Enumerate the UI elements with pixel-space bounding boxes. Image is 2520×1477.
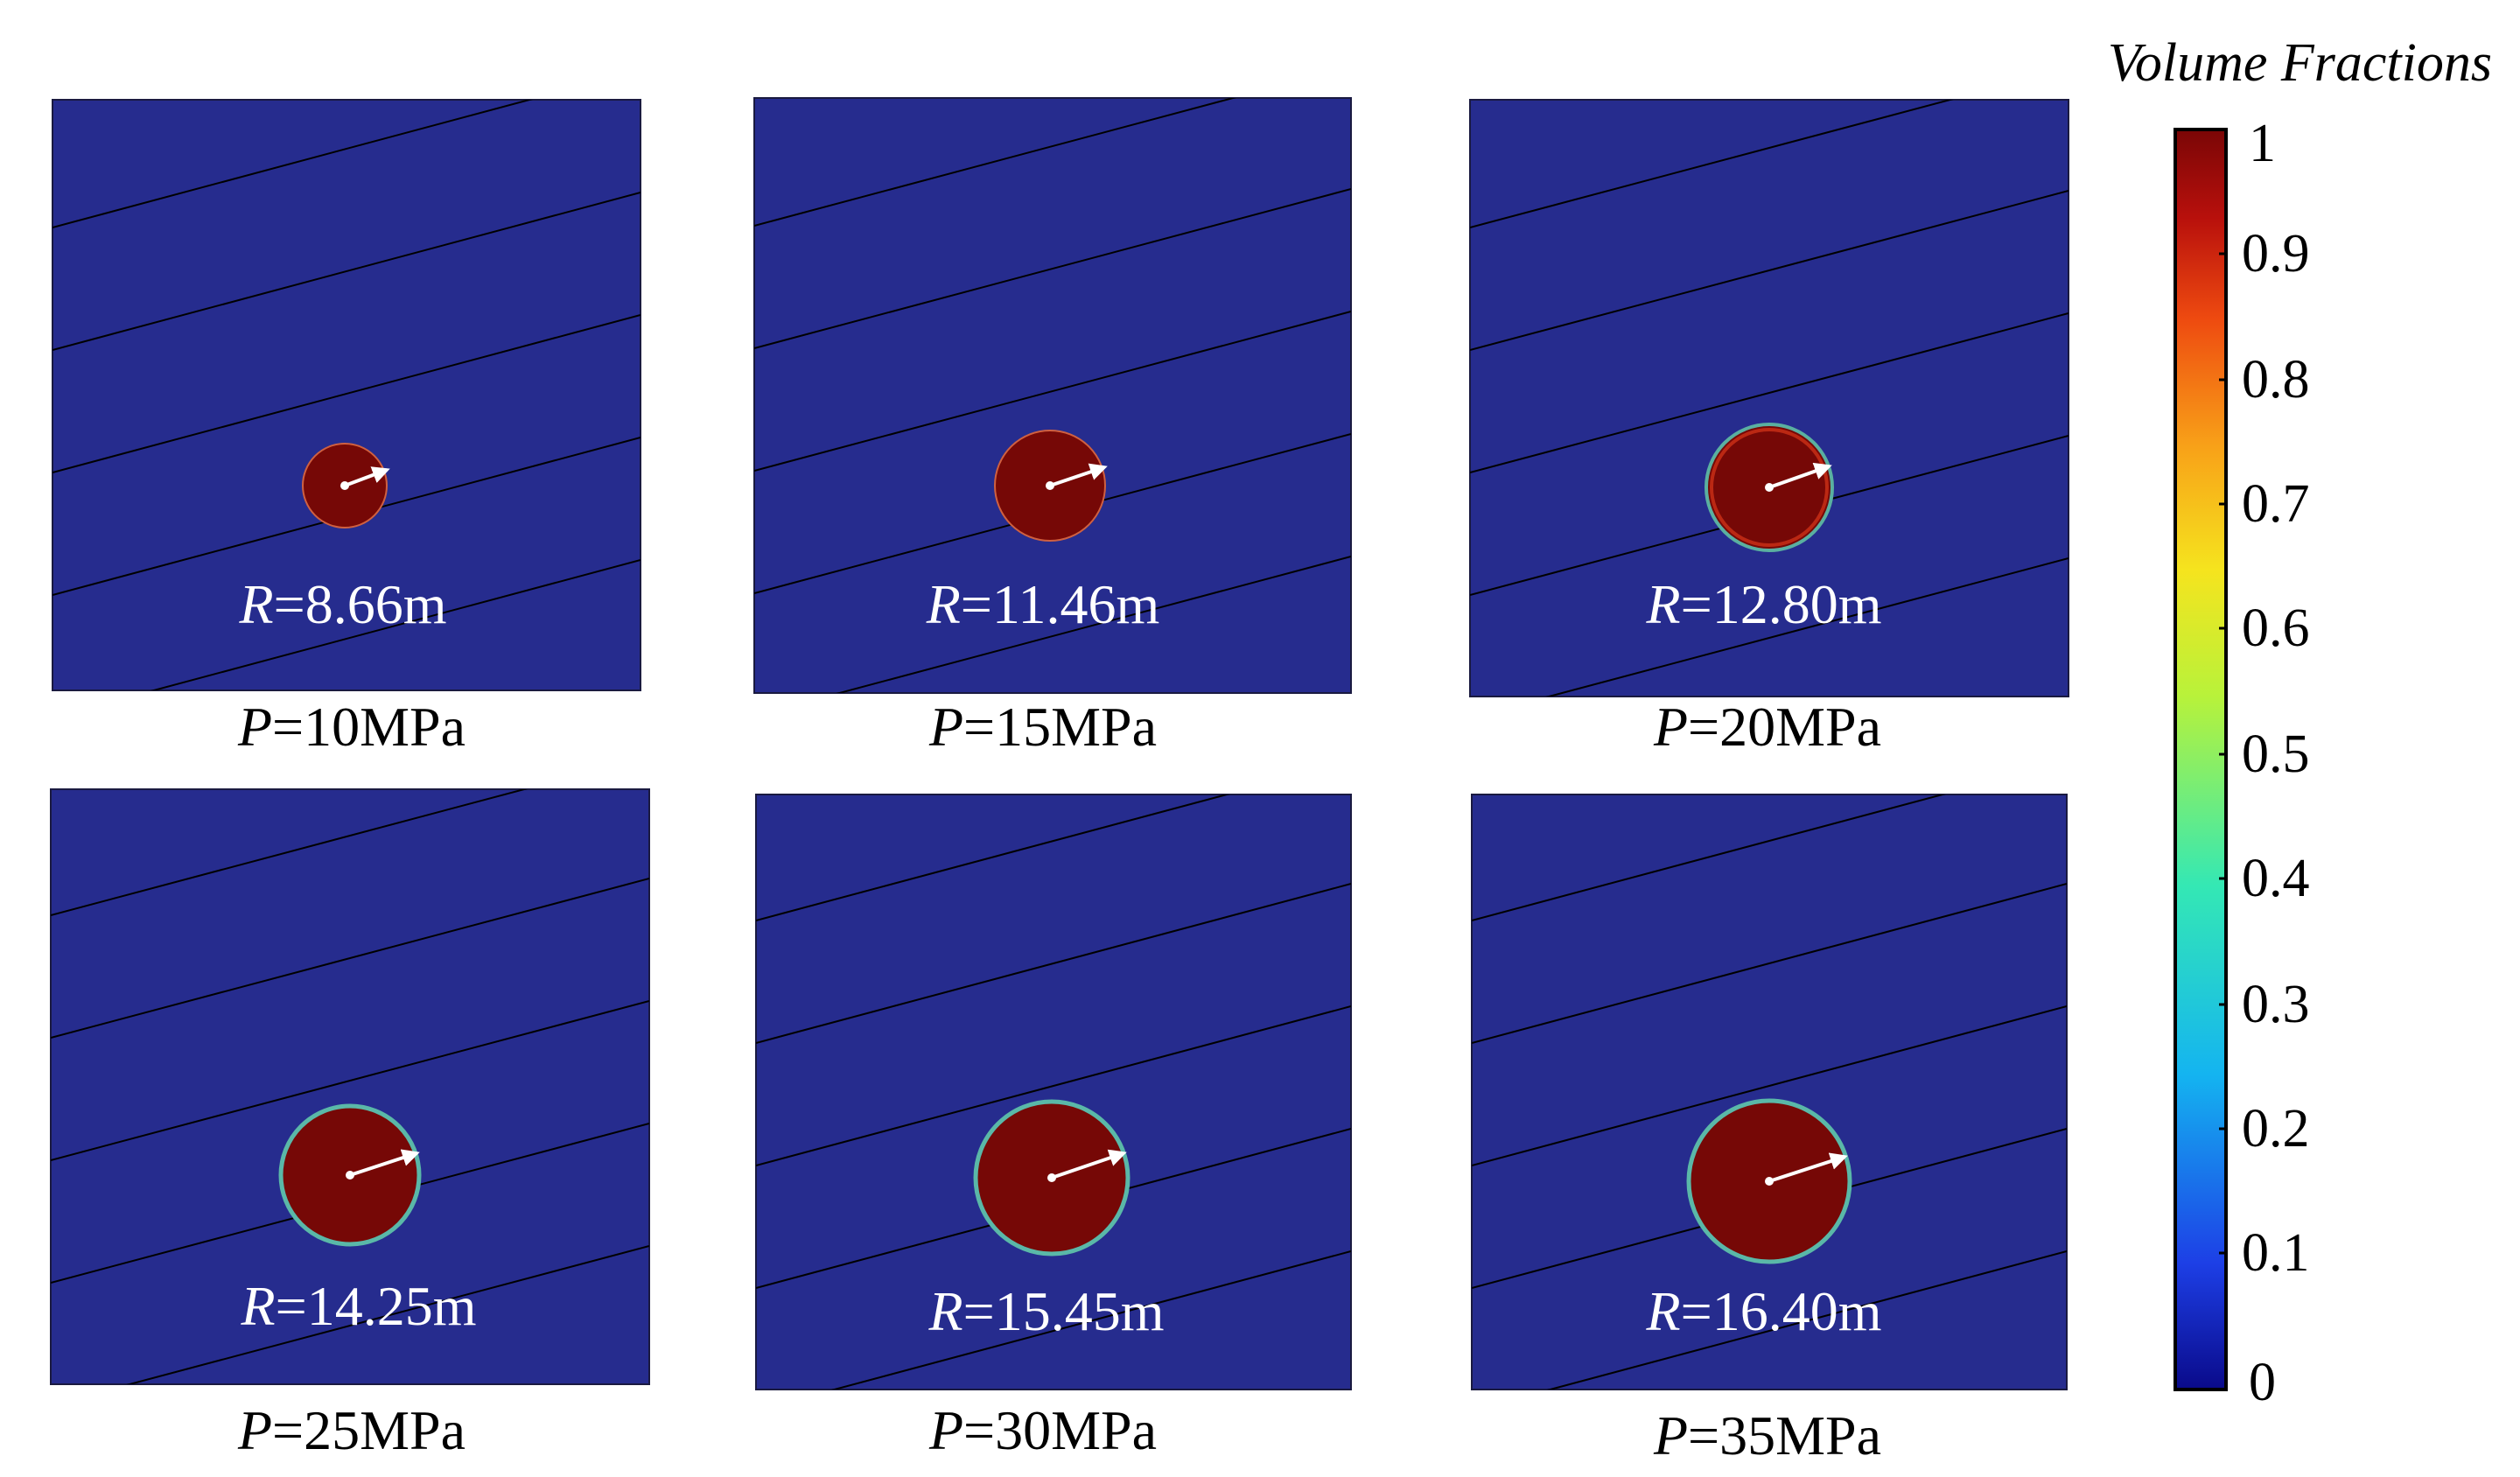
colorbar-label-0-2: 0.2 [2242,1099,2310,1158]
radius-center-dot [340,481,349,490]
fracture-line [754,98,1236,227]
radius-arrow [344,466,390,487]
colorbar-label-0-6: 0.6 [2242,598,2310,658]
fracture-line [51,1000,649,1161]
fracture-line [1546,1250,2067,1390]
fracture-line [1470,312,2068,473]
panel-background [1469,99,2069,697]
colorbar-label-0-3: 0.3 [2242,975,2310,1034]
colorbar: Volume Fractions 1 0.9 0.8 0.7 0.6 0.5 0… [2108,33,2492,1412]
fracture-line [1472,794,1946,921]
radius-label: R=8.66m [239,573,447,635]
colorbar-title: Volume Fractions [2108,33,2492,93]
panel-background [52,99,641,691]
radius-center-dot [1047,1173,1056,1182]
colorbar-gradient [2174,128,2228,1391]
radius-label: R=11.46m [926,573,1160,635]
fracture-line [1470,190,2068,351]
radius-arrow [1051,1149,1127,1180]
fracture-line [51,878,649,1039]
radius-center-dot [1765,1177,1774,1186]
colorbar-label-0-8: 0.8 [2242,350,2310,410]
fracture-line [1472,883,2067,1044]
radius-arrow [349,1149,420,1177]
radius-arrow [1768,1152,1848,1183]
pressure-label: P=35MPa [1653,1404,1881,1466]
radius-label: R=16.40m [1646,1280,1882,1342]
fracture-lines [1472,794,2067,1390]
fracture-line [754,311,1351,472]
fracture-line [52,314,640,473]
radius-arrow [1768,462,1832,489]
fracture-line [51,789,528,916]
radius-label: R=14.25m [241,1275,477,1337]
radius-label: R=15.45m [928,1280,1165,1342]
fracture-line [830,1250,1351,1390]
pressure-label: P=15MPa [928,696,1157,758]
panel-4: R=14.25m P=25MPa [50,788,650,1461]
radius-center-dot [346,1171,354,1180]
pressure-label: P=20MPa [1653,696,1881,758]
fracture-line [754,188,1351,349]
colorbar-label-0-9: 0.9 [2242,224,2310,284]
fracture-line [126,1245,649,1384]
colorbar-label-0: 0 [2249,1353,2276,1412]
panel-6: R=16.40m P=35MPa [1471,794,2068,1466]
colorbar-tick-labels: 1 0.9 0.8 0.7 0.6 0.5 0.4 0.3 0.2 0.1 0 [2242,114,2310,1412]
radius-label: R=12.80m [1646,573,1882,635]
panel-background [753,97,1352,694]
colorbar-label-1: 1 [2249,114,2276,173]
panel-1: R=8.66m P=10MPa [52,99,641,758]
fracture-line [756,794,1230,921]
fracture-line [836,556,1351,693]
colorbar-label-0-4: 0.4 [2242,849,2310,908]
panel-2: R=11.46m P=15MPa [753,97,1352,758]
fracture-line [756,1005,1351,1166]
fracture-line [1472,1005,2067,1166]
colorbar-label-0-5: 0.5 [2242,724,2310,784]
radius-center-dot [1046,481,1054,490]
colorbar-label-0-7: 0.7 [2242,474,2310,534]
fracture-line [1545,557,2068,696]
radius-center-dot [1765,483,1774,492]
colorbar-ticks [2219,252,2226,1255]
fracture-line [52,100,533,228]
fracture-line [1470,100,1954,228]
radius-arrow [1049,463,1108,487]
fracture-line [756,883,1351,1044]
pressure-label: P=10MPa [237,696,466,758]
pressure-label: P=30MPa [928,1399,1157,1461]
colorbar-label-0-1: 0.1 [2242,1223,2310,1283]
fracture-lines [52,100,640,690]
panel-5: R=15.45m P=30MPa [755,794,1352,1461]
fracture-line [150,559,640,690]
fluid-interface-ring [1710,428,1829,547]
panel-3: R=12.80m P=20MPa [1469,99,2069,758]
fracture-line [52,192,640,351]
pressure-label: P=25MPa [237,1399,466,1461]
